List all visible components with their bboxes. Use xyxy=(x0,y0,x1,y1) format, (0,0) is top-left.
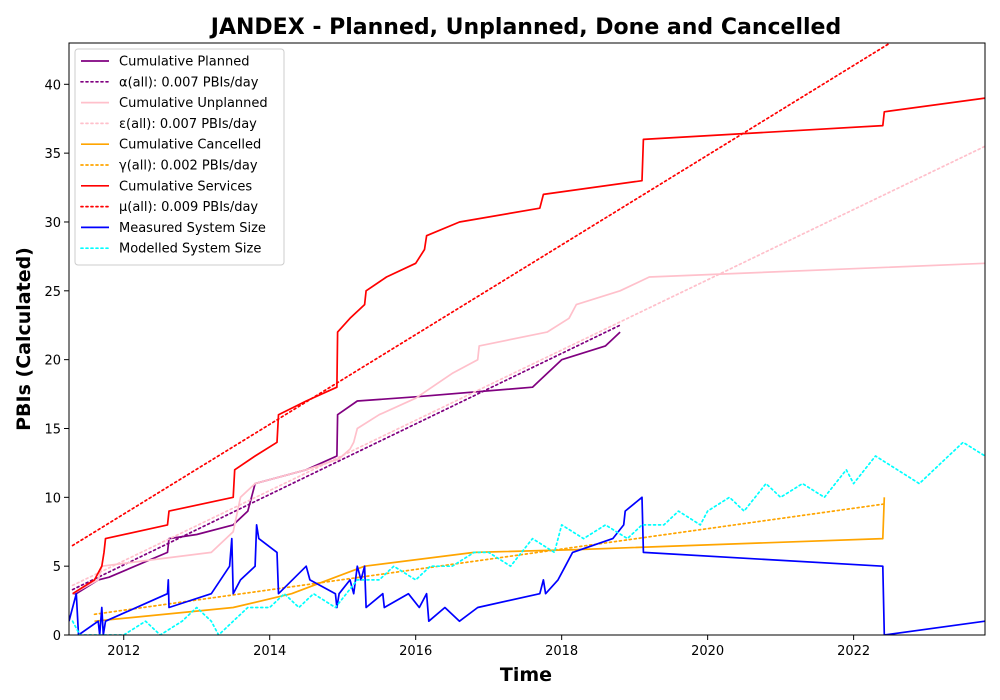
series-line-4 xyxy=(94,497,886,623)
series-line-9 xyxy=(71,441,985,635)
axis-ticks: 2012 2014 2016 2018 2020 2022 0 5 10 15 20 25 30 35 40 xyxy=(44,78,870,659)
series-line-2 xyxy=(72,262,985,595)
y-tick-label: 0 xyxy=(53,629,61,644)
x-tick-label: 2016 xyxy=(399,644,432,659)
series-line-6 xyxy=(72,97,985,595)
y-tick-label: 15 xyxy=(44,422,61,437)
chart-title: JANDEX - Planned, Unplanned, Done and Ca… xyxy=(209,15,841,40)
y-tick-label: 35 xyxy=(44,147,61,162)
legend-label-cumulative-planned: Cumulative Planned xyxy=(119,55,249,70)
legend: Cumulative Planned α(all): 0.007 PBIs/day… xyxy=(74,48,285,266)
series-line-8 xyxy=(69,496,985,635)
legend-label-cumulative-unplanned: Cumulative Unplanned xyxy=(119,96,268,111)
plot-frame xyxy=(68,42,986,636)
y-tick-label: 40 xyxy=(44,78,61,93)
x-tick-label: 2012 xyxy=(107,644,140,659)
legend-label-all-0-007-pbis-day: α(all): 0.007 PBIs/day xyxy=(119,75,259,90)
legend-label-all-0-009-pbis-day: μ(all): 0.009 PBIs/day xyxy=(119,200,258,215)
x-tick-label: 2022 xyxy=(837,644,870,659)
legend-label-cumulative-services: Cumulative Services xyxy=(119,179,252,194)
y-axis-label: PBIs (Calculated) xyxy=(13,247,35,431)
series-line-7 xyxy=(71,43,891,547)
legend-label-all-0-007-pbis-day: ε(all): 0.007 PBIs/day xyxy=(119,117,257,132)
y-tick-label: 5 xyxy=(53,560,61,575)
y-tick-label: 25 xyxy=(44,285,61,300)
plot-area xyxy=(69,43,985,635)
legend-label-cumulative-cancelled: Cumulative Cancelled xyxy=(119,138,261,153)
y-tick-label: 30 xyxy=(44,216,61,231)
x-tick-label: 2020 xyxy=(691,644,724,659)
series-line-5 xyxy=(93,503,884,616)
legend-label-measured-system-size: Measured System Size xyxy=(119,221,266,236)
x-axis-label: Time xyxy=(500,664,552,686)
legend-box xyxy=(74,48,285,266)
x-tick-label: 2014 xyxy=(253,644,286,659)
series-line-0 xyxy=(72,331,621,595)
y-tick-label: 20 xyxy=(44,354,61,369)
x-tick-label: 2018 xyxy=(545,644,578,659)
legend-label-modelled-system-size: Modelled System Size xyxy=(119,242,261,257)
series-line-1 xyxy=(71,324,621,591)
y-tick-label: 10 xyxy=(44,491,61,506)
legend-label-all-0-002-pbis-day: γ(all): 0.002 PBIs/day xyxy=(119,159,258,174)
series-line-3 xyxy=(71,145,985,587)
